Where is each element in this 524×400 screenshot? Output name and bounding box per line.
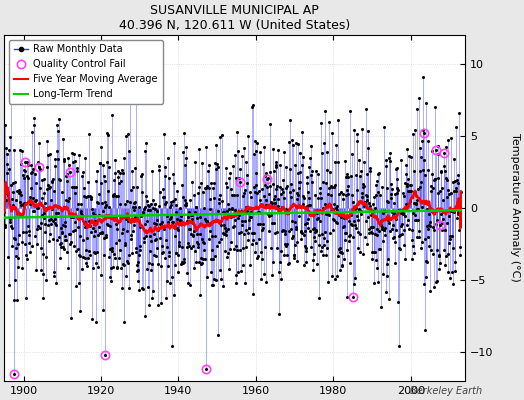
Text: Berkeley Earth: Berkeley Earth [410,386,482,396]
Title: SUSANVILLE MUNICIPAL AP
40.396 N, 120.611 W (United States): SUSANVILLE MUNICIPAL AP 40.396 N, 120.61… [119,4,350,32]
Legend: Raw Monthly Data, Quality Control Fail, Five Year Moving Average, Long-Term Tren: Raw Monthly Data, Quality Control Fail, … [9,40,162,104]
Y-axis label: Temperature Anomaly (°C): Temperature Anomaly (°C) [510,134,520,282]
